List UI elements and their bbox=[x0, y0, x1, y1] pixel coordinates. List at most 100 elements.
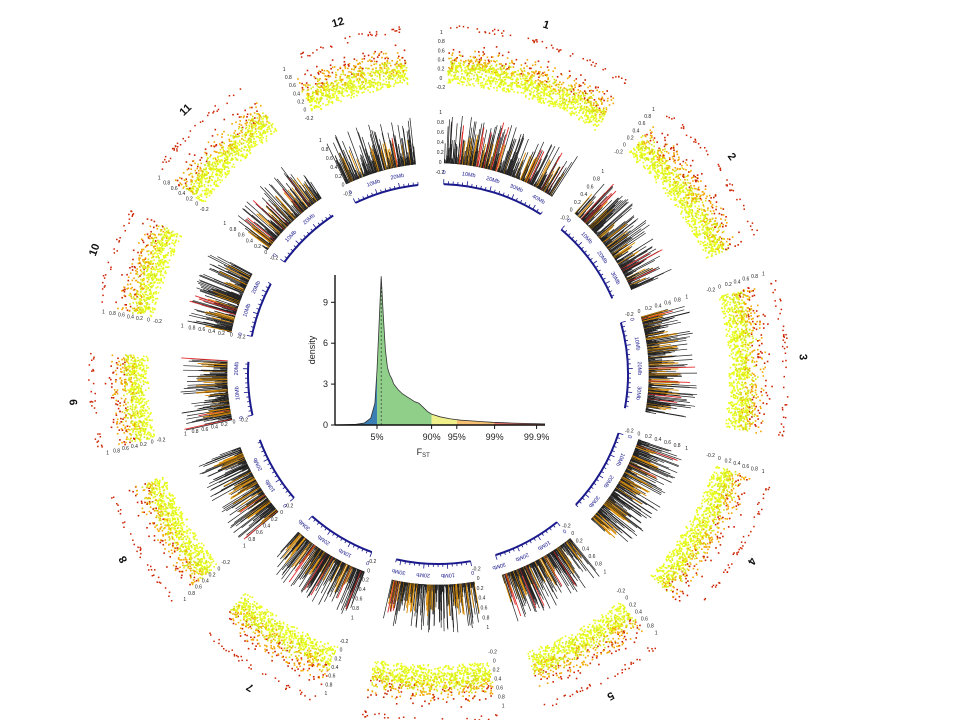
scatter-point bbox=[740, 408, 743, 411]
scatter-point bbox=[736, 396, 739, 398]
scatter-point bbox=[661, 167, 664, 170]
scatter-point bbox=[663, 180, 666, 182]
scatter-point bbox=[679, 192, 681, 195]
scatter-point bbox=[718, 252, 720, 254]
scatter-point bbox=[729, 476, 731, 479]
scatter-point bbox=[481, 84, 484, 87]
scatter-point bbox=[486, 83, 489, 85]
scatter-point bbox=[547, 668, 549, 671]
scatter-point bbox=[666, 578, 669, 580]
scatter-point bbox=[541, 82, 544, 84]
scatter-point bbox=[737, 337, 739, 340]
scatter-point bbox=[709, 526, 711, 528]
scatter-point bbox=[556, 76, 559, 78]
scatter-point bbox=[639, 155, 641, 158]
scatter-point bbox=[702, 495, 705, 498]
scatter-point bbox=[564, 101, 566, 103]
scatter-point bbox=[758, 412, 761, 414]
scatter-point bbox=[728, 322, 731, 325]
scatter-point bbox=[562, 93, 564, 95]
scatter-point bbox=[666, 134, 669, 136]
scatter-point bbox=[501, 73, 503, 75]
scatter-point bbox=[699, 517, 701, 519]
scatter-point bbox=[625, 626, 627, 629]
scatter-point bbox=[680, 561, 683, 564]
scatter-outlier bbox=[743, 204, 745, 207]
scatter-outlier bbox=[476, 28, 479, 30]
scatter-outlier bbox=[742, 545, 744, 547]
scatter-point bbox=[571, 112, 573, 115]
scatter-point bbox=[531, 84, 534, 86]
scatter-point bbox=[739, 412, 742, 414]
scatter-outlier bbox=[783, 386, 785, 389]
scatter-point bbox=[679, 200, 681, 203]
scatter-point bbox=[733, 386, 735, 388]
scatter-point bbox=[662, 565, 665, 568]
scatter-point bbox=[740, 417, 742, 419]
scatter-point bbox=[675, 198, 678, 201]
scatter-point bbox=[683, 534, 685, 537]
scatter-point bbox=[530, 81, 532, 83]
scatter-point bbox=[672, 573, 675, 575]
scatter-point bbox=[752, 289, 754, 292]
scatter-point bbox=[718, 247, 720, 249]
scatter-point bbox=[692, 197, 694, 200]
scatter-point bbox=[660, 575, 662, 578]
scatter-outlier bbox=[757, 503, 759, 505]
scatter-point bbox=[733, 332, 736, 335]
scatter-point bbox=[602, 644, 605, 646]
scatter-point bbox=[740, 357, 743, 359]
scatter-point bbox=[699, 525, 702, 527]
scatter-point bbox=[678, 547, 681, 550]
scatter-point bbox=[460, 54, 462, 57]
scatter-point bbox=[749, 322, 752, 324]
scatter-point bbox=[731, 306, 733, 309]
scatter-point bbox=[714, 516, 716, 518]
scatter-point bbox=[514, 71, 517, 73]
scatter-point bbox=[745, 407, 747, 409]
scatter-point bbox=[497, 79, 500, 81]
scatter-point bbox=[468, 79, 471, 81]
scatter-point bbox=[670, 147, 673, 149]
scatter-point bbox=[741, 400, 743, 402]
scatter-point bbox=[546, 101, 549, 103]
scatter-point bbox=[757, 304, 759, 307]
scatter-point bbox=[521, 71, 524, 73]
scatter-point bbox=[601, 97, 604, 100]
scatter-point bbox=[566, 105, 569, 107]
scatter-point bbox=[692, 194, 695, 196]
scatter-point bbox=[740, 514, 742, 516]
outer-ytick-label: 0.4 bbox=[733, 461, 740, 467]
scatter-point bbox=[668, 157, 671, 159]
scatter-outlier bbox=[545, 47, 548, 49]
scatter-point bbox=[734, 245, 736, 247]
scatter-point bbox=[652, 152, 654, 155]
scatter-point bbox=[576, 99, 579, 101]
scatter-point bbox=[696, 195, 698, 198]
scatter-point bbox=[552, 70, 554, 72]
scatter-point bbox=[561, 83, 563, 86]
scatter-point bbox=[593, 107, 596, 109]
scatter-point bbox=[690, 527, 692, 530]
scatter-point bbox=[732, 358, 735, 360]
scatter-point bbox=[653, 152, 656, 154]
scatter-point bbox=[673, 153, 675, 156]
scatter-point bbox=[725, 502, 728, 504]
scatter-point bbox=[449, 81, 452, 84]
scatter-point bbox=[741, 306, 744, 308]
scatter-point bbox=[666, 590, 668, 592]
scatter-point bbox=[686, 204, 688, 207]
scatter-point bbox=[706, 234, 708, 237]
scatter-point bbox=[597, 104, 599, 106]
scatter-point bbox=[609, 611, 612, 614]
scatter-outlier bbox=[560, 49, 562, 51]
scatter-point bbox=[670, 584, 672, 587]
scatter-point bbox=[591, 104, 593, 107]
scatter-point bbox=[706, 552, 708, 554]
scatter-point bbox=[700, 525, 702, 527]
scatter-point bbox=[713, 518, 715, 521]
scatter-point bbox=[697, 221, 700, 224]
scatter-point bbox=[729, 478, 732, 480]
scatter-point bbox=[492, 77, 494, 80]
scatter-point bbox=[737, 345, 739, 347]
